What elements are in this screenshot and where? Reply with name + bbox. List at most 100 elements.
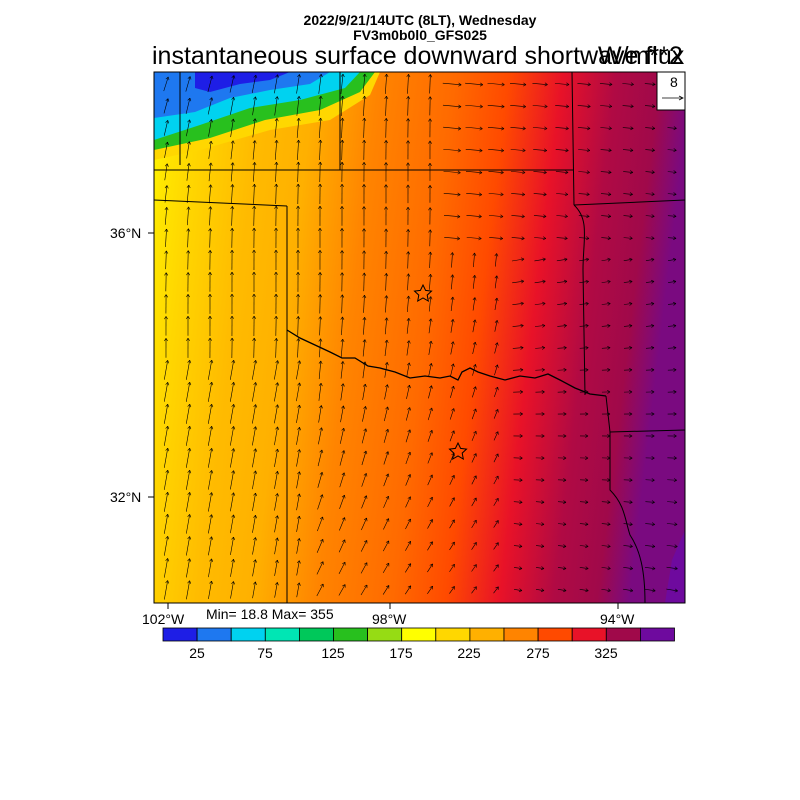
wind-vector-head (164, 294, 167, 298)
wind-vector-head (586, 170, 590, 173)
wind-vector-head (275, 426, 278, 430)
wind-vector-head (296, 316, 299, 320)
wind-vector (185, 98, 191, 114)
colorbar-label-275: 275 (526, 645, 550, 661)
wind-vector-head (406, 362, 410, 366)
wind-vector (449, 475, 455, 485)
wind-vector-head (629, 281, 633, 284)
wind-vector-head (186, 337, 189, 342)
wind-vector (163, 426, 169, 446)
wind-vector-head (342, 539, 346, 542)
wind-vector-head (629, 325, 633, 328)
wind-vector-head (385, 540, 389, 543)
wind-vector-head (519, 412, 523, 415)
wind-vector-head (651, 479, 655, 483)
wind-vector-head (384, 95, 387, 99)
wind-vector-head (167, 536, 170, 540)
wind-vector-head (340, 95, 343, 99)
wind-vector (494, 364, 498, 376)
wind-vector-head (543, 170, 547, 173)
wind-vector-head (675, 588, 678, 592)
wind-vector-head (407, 474, 411, 477)
wind-vector (623, 325, 633, 327)
wind-vector-head (630, 84, 634, 87)
cloud-band-deep (195, 72, 290, 92)
wind-vector-head (340, 139, 343, 143)
wind-vector-head (208, 206, 211, 210)
wind-vector-head (563, 279, 568, 282)
wind-vector-head (296, 96, 300, 99)
wind-vector-head (541, 412, 545, 415)
wind-vector-head (607, 502, 611, 505)
wind-vector-head (253, 382, 256, 385)
wind-vector-head (364, 73, 367, 78)
wind-vector (252, 426, 256, 446)
wind-vector (667, 281, 677, 283)
wind-vector-head (230, 271, 233, 275)
wind-vector-head (496, 275, 499, 279)
wind-vector-head (672, 323, 677, 326)
wind-vector (487, 82, 505, 86)
wind-vector-head (564, 303, 567, 306)
wind-vector-head (211, 492, 214, 496)
wind-vector-head (341, 472, 345, 476)
wind-vector (164, 580, 168, 600)
wind-vector (405, 451, 411, 465)
wind-vector-head (406, 251, 409, 255)
wind-vector-head (210, 184, 213, 188)
wind-vector-head (322, 516, 324, 521)
wind-vector-head (429, 185, 432, 189)
wind-vector-head (630, 106, 634, 109)
wind-vector-head (450, 274, 453, 278)
wind-vector-head (457, 148, 461, 152)
wind-vector-head (384, 339, 388, 343)
wind-vector-head (607, 216, 611, 219)
wind-vector-head (586, 150, 590, 153)
wind-vector-head (542, 347, 545, 350)
wind-vector (230, 537, 234, 555)
wind-vector-head (385, 228, 388, 232)
wind-vector-head (252, 184, 255, 188)
wind-vector-head (495, 453, 499, 456)
wind-vector-head (231, 293, 234, 297)
wind-vector-head (165, 536, 168, 539)
wind-vector-head (541, 588, 545, 591)
wind-vector-head (166, 185, 169, 189)
wind-vector-head (451, 563, 455, 566)
wind-vector-head (495, 520, 499, 523)
wind-vector-head (629, 544, 633, 547)
wind-vector-head (540, 524, 545, 527)
wind-vector (493, 498, 499, 506)
wind-vector (644, 83, 656, 85)
wind-vector (207, 97, 213, 115)
wind-vector-head (518, 568, 523, 571)
colorbar-label-125: 125 (321, 645, 345, 661)
wind-vector-head (188, 184, 191, 189)
wind-vector (556, 237, 568, 239)
wind-vector-head (650, 301, 655, 304)
wind-vector-head (188, 163, 191, 167)
colorbar-swatch (298, 627, 334, 642)
wind-vector (622, 127, 634, 129)
wind-vector (252, 96, 256, 116)
wind-vector (275, 184, 277, 204)
wind-vector-head (519, 500, 523, 503)
wind-vector-head (253, 448, 256, 452)
wind-vector (645, 259, 655, 261)
wind-vector-head (233, 426, 236, 430)
wind-vector-head (340, 272, 343, 276)
wind-vector-head (608, 148, 612, 151)
wind-vector-head (318, 95, 322, 99)
wind-vector (405, 518, 411, 530)
wind-vector-head (385, 140, 388, 144)
wind-vector (252, 493, 256, 511)
wind-vector-head (521, 194, 525, 197)
wind-vector-head (299, 471, 301, 475)
wind-vector-head (274, 271, 277, 275)
wind-vector-head (342, 294, 345, 298)
wind-vector (319, 139, 321, 161)
wind-vector (319, 338, 321, 358)
wind-vector-head (209, 337, 212, 341)
wind-vector-head (296, 249, 299, 253)
wind-vector (185, 448, 191, 468)
